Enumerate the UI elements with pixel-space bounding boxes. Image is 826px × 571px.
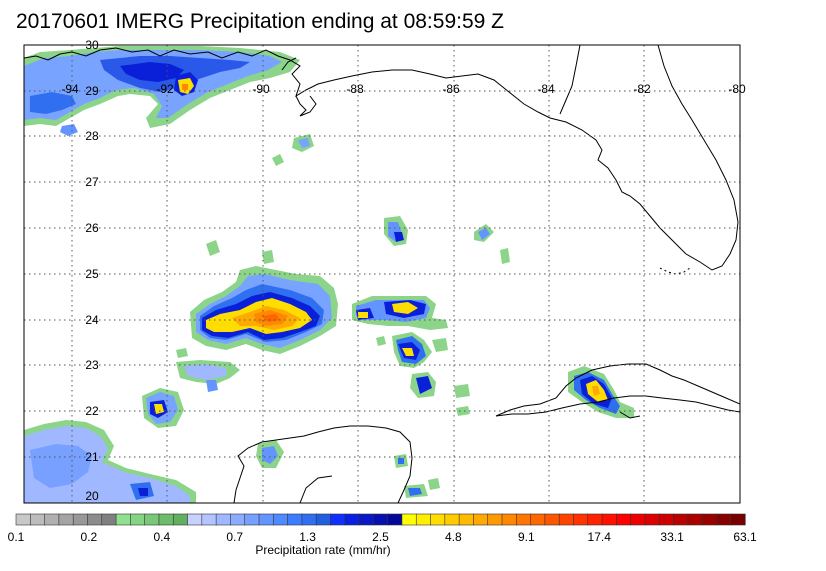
colorbar-swatch: [72, 513, 89, 526]
map-frame: [23, 44, 741, 504]
colorbar-swatch: [15, 513, 31, 526]
map-frame-bg: [24, 45, 740, 503]
lon-label: -92: [156, 82, 174, 96]
colorbar-swatch: [587, 513, 603, 526]
colorbar-swatch: [658, 513, 675, 526]
map-title: 20170601 IMERG Precipitation ending at 0…: [16, 10, 504, 33]
precipitation-fields: [24, 46, 634, 503]
colorbar-swatch: [272, 513, 289, 526]
colorbar-tick-label: 0.1: [8, 530, 25, 544]
colorbar-swatch: [501, 513, 517, 526]
colorbar-swatch: [387, 513, 403, 526]
lon-label: -82: [633, 82, 651, 96]
colorbar-swatch: [401, 513, 417, 526]
colorbar-swatch: [201, 513, 217, 526]
colorbar-swatch: [687, 513, 703, 526]
lat-label: 24: [85, 313, 99, 327]
colorbar-tick-label: 17.4: [588, 530, 612, 544]
precip-eastern-gulf: [352, 296, 448, 398]
colorbar-swatch: [187, 513, 203, 526]
colorbar-swatch: [430, 513, 446, 526]
lon-label: -88: [346, 82, 364, 96]
colorbar-swatch: [101, 513, 117, 526]
colorbar-swatch: [373, 513, 389, 526]
colorbar-swatch: [358, 513, 374, 526]
colorbar-swatch: [230, 513, 246, 526]
colorbar-swatch: [673, 513, 689, 526]
lat-label: 28: [85, 129, 99, 143]
lon-label: -84: [537, 82, 555, 96]
colorbar-swatch: [415, 513, 432, 526]
colorbar-swatch: [301, 513, 317, 526]
colorbar-swatch: [144, 513, 160, 526]
lat-label: 29: [85, 84, 99, 98]
colorbar-tick-labels: 0.1 0.2 0.4 0.7 1.3 2.5 4.8 9.1 17.4 33.1 63.1: [8, 530, 757, 544]
colorbar-swatch: [487, 513, 503, 526]
colorbar-swatch: [172, 513, 189, 526]
lat-label: 23: [85, 358, 99, 372]
colorbar-swatch: [644, 513, 660, 526]
colorbar-swatch: [344, 513, 360, 526]
map-grid: [24, 44, 740, 503]
lon-label: -80: [728, 82, 746, 96]
precip-western-gulf-cell: [142, 388, 184, 428]
lat-label: 26: [85, 221, 99, 235]
lon-label: -86: [442, 82, 460, 96]
lat-label: 21: [85, 450, 99, 464]
colorbar-tick-label: 0.4: [153, 530, 170, 544]
longitude-labels: -94 -92 -90 -88 -86 -84 -82 -80: [61, 82, 746, 96]
colorbar-swatch: [258, 513, 274, 526]
lat-label: 20: [85, 489, 99, 503]
colorbar-swatch: [44, 513, 60, 526]
colorbar-swatch: [630, 513, 646, 526]
precip-central-gulf: [190, 266, 338, 354]
colorbar-swatch: [215, 513, 232, 526]
colorbar-swatch: [573, 513, 589, 526]
colorbar-swatch: [444, 513, 460, 526]
precip-louisiana-coast: [24, 46, 300, 136]
coastlines: [24, 45, 740, 503]
colorbar-swatch: [158, 513, 174, 526]
colorbar-swatch: [601, 513, 617, 526]
precip-southwest-area: [24, 420, 196, 503]
lat-label: 25: [85, 267, 99, 281]
colorbar-swatch: [730, 513, 746, 526]
colorbar-tick-label: 2.5: [372, 530, 389, 544]
colorbar-swatch: [130, 513, 146, 526]
colorbar-swatch: [287, 513, 303, 526]
colorbar-swatch: [716, 513, 732, 526]
colorbar-swatch: [29, 513, 46, 526]
lat-label: 22: [85, 404, 99, 418]
colorbar-tick-label: 63.1: [733, 530, 757, 544]
colorbar-swatch: [58, 513, 74, 526]
colorbar-swatch: [558, 513, 575, 526]
colorbar-swatch: [315, 513, 332, 526]
colorbar-tick-label: 1.3: [299, 530, 316, 544]
colorbar-swatch: [473, 513, 489, 526]
lon-label: -90: [252, 82, 270, 96]
colorbar-tick-label: 0.2: [81, 530, 98, 544]
lat-label: 30: [85, 38, 99, 52]
colorbar-label: Precipitation rate (mm/hr): [255, 543, 390, 557]
colorbar-swatch: [701, 513, 718, 526]
colorbar-swatch: [515, 513, 532, 526]
lat-label: 27: [85, 175, 99, 189]
colorbar-swatch: [616, 513, 632, 526]
colorbar-tick-label: 0.7: [226, 530, 243, 544]
colorbar-swatch: [330, 513, 346, 526]
colorbar-tick-label: 33.1: [660, 530, 684, 544]
colorbar: [15, 513, 746, 526]
colorbar-swatch: [87, 513, 103, 526]
colorbar-swatch: [544, 513, 560, 526]
latitude-labels: 30 29 28 27 26 25 24 23 22 21 20: [85, 38, 99, 503]
colorbar-swatch: [115, 513, 131, 526]
colorbar-tick-label: 9.1: [518, 530, 535, 544]
colorbar-swatch: [244, 513, 260, 526]
colorbar-swatch: [530, 513, 546, 526]
lon-label: -94: [61, 82, 79, 96]
colorbar-tick-label: 4.8: [445, 530, 462, 544]
colorbar-swatch: [458, 513, 475, 526]
